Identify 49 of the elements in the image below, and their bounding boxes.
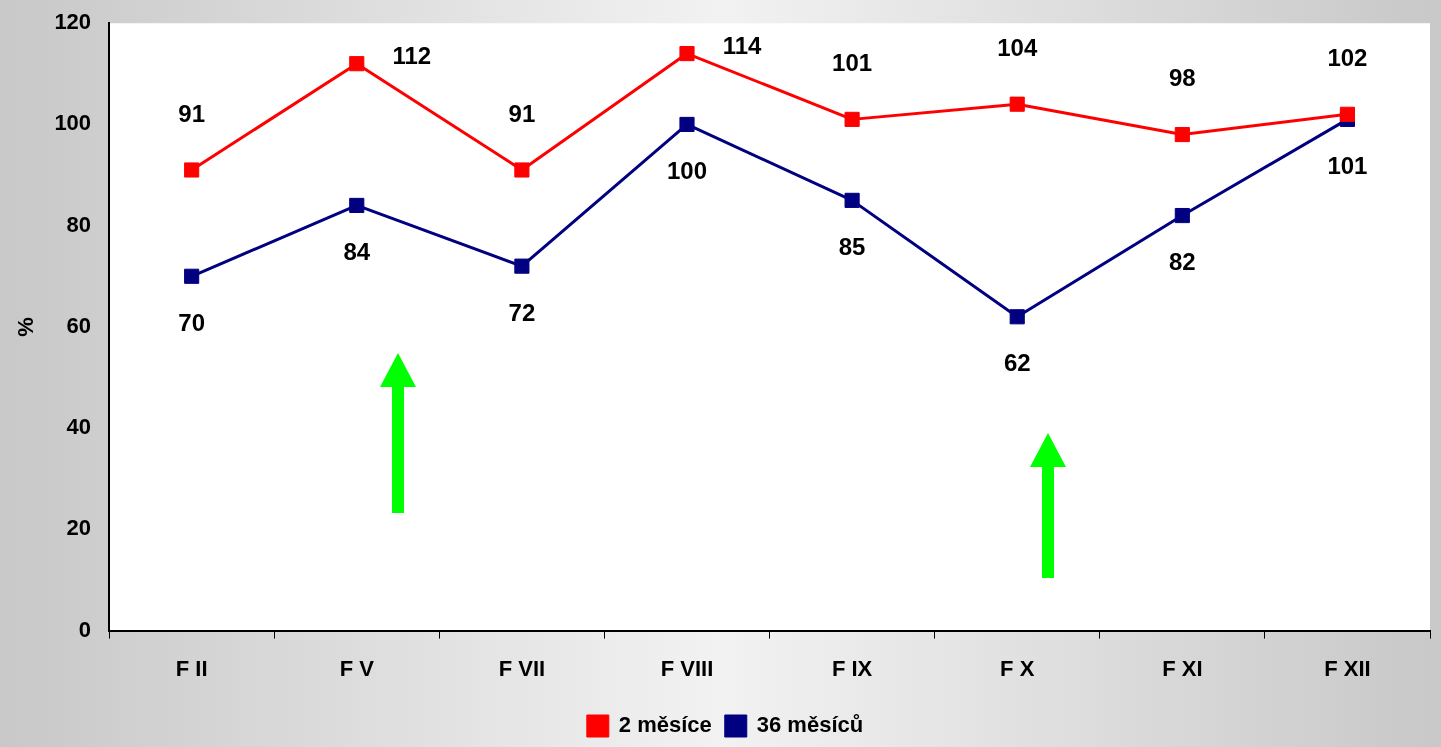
x-tick-label: F XI xyxy=(1162,655,1203,681)
data-label: 114 xyxy=(722,32,763,60)
data-label: 104 xyxy=(997,33,1038,61)
point xyxy=(184,268,200,284)
point xyxy=(1009,309,1025,325)
data-label: 100 xyxy=(666,157,708,185)
point xyxy=(679,46,695,62)
point xyxy=(184,162,200,178)
data-label: 101 xyxy=(832,49,873,76)
x-tick-label: F VII xyxy=(498,655,546,681)
data-label: 91 xyxy=(508,99,536,127)
point xyxy=(679,116,695,132)
data-label: 102 xyxy=(1327,43,1368,71)
y-tick-label: 80 xyxy=(66,211,92,237)
x-tick-label: F X xyxy=(1000,655,1035,681)
data-label: 98 xyxy=(1168,64,1196,92)
point xyxy=(514,258,530,274)
y-tick-label: 40 xyxy=(66,414,92,440)
y-tick-label: 120 xyxy=(54,9,92,35)
y-tick-label: 60 xyxy=(66,312,92,338)
x-tick-label: F V xyxy=(339,655,375,681)
point xyxy=(1339,106,1356,122)
point xyxy=(349,56,365,72)
data-label: 84 xyxy=(343,238,371,266)
x-tick-label: F VIII xyxy=(660,655,714,681)
point xyxy=(349,197,365,213)
point xyxy=(1009,96,1025,112)
legend-label: 36 měsíců xyxy=(756,712,864,738)
data-label: 91 xyxy=(178,99,206,127)
y-axis-title: % xyxy=(13,317,39,337)
x-tick-label: F IX xyxy=(831,655,873,681)
data-label: 72 xyxy=(508,298,536,326)
point xyxy=(844,192,860,208)
point xyxy=(514,162,530,178)
data-label: 85 xyxy=(838,232,866,260)
point xyxy=(844,111,860,127)
data-label: 62 xyxy=(1003,349,1031,377)
y-tick-label: 0 xyxy=(78,616,92,642)
y-tick-label: 100 xyxy=(54,110,92,136)
legend-label: 2 měsíce xyxy=(618,712,712,738)
point xyxy=(1174,126,1190,143)
data-label: 112 xyxy=(392,42,432,70)
point xyxy=(1174,207,1190,224)
x-tick-label: F II xyxy=(175,655,208,681)
x-tick-label: F XII xyxy=(1324,655,1371,681)
y-tick-label: 20 xyxy=(66,515,92,541)
data-label: 101 xyxy=(1327,152,1368,179)
data-label: 82 xyxy=(1168,248,1196,276)
data-label: 70 xyxy=(178,308,206,336)
